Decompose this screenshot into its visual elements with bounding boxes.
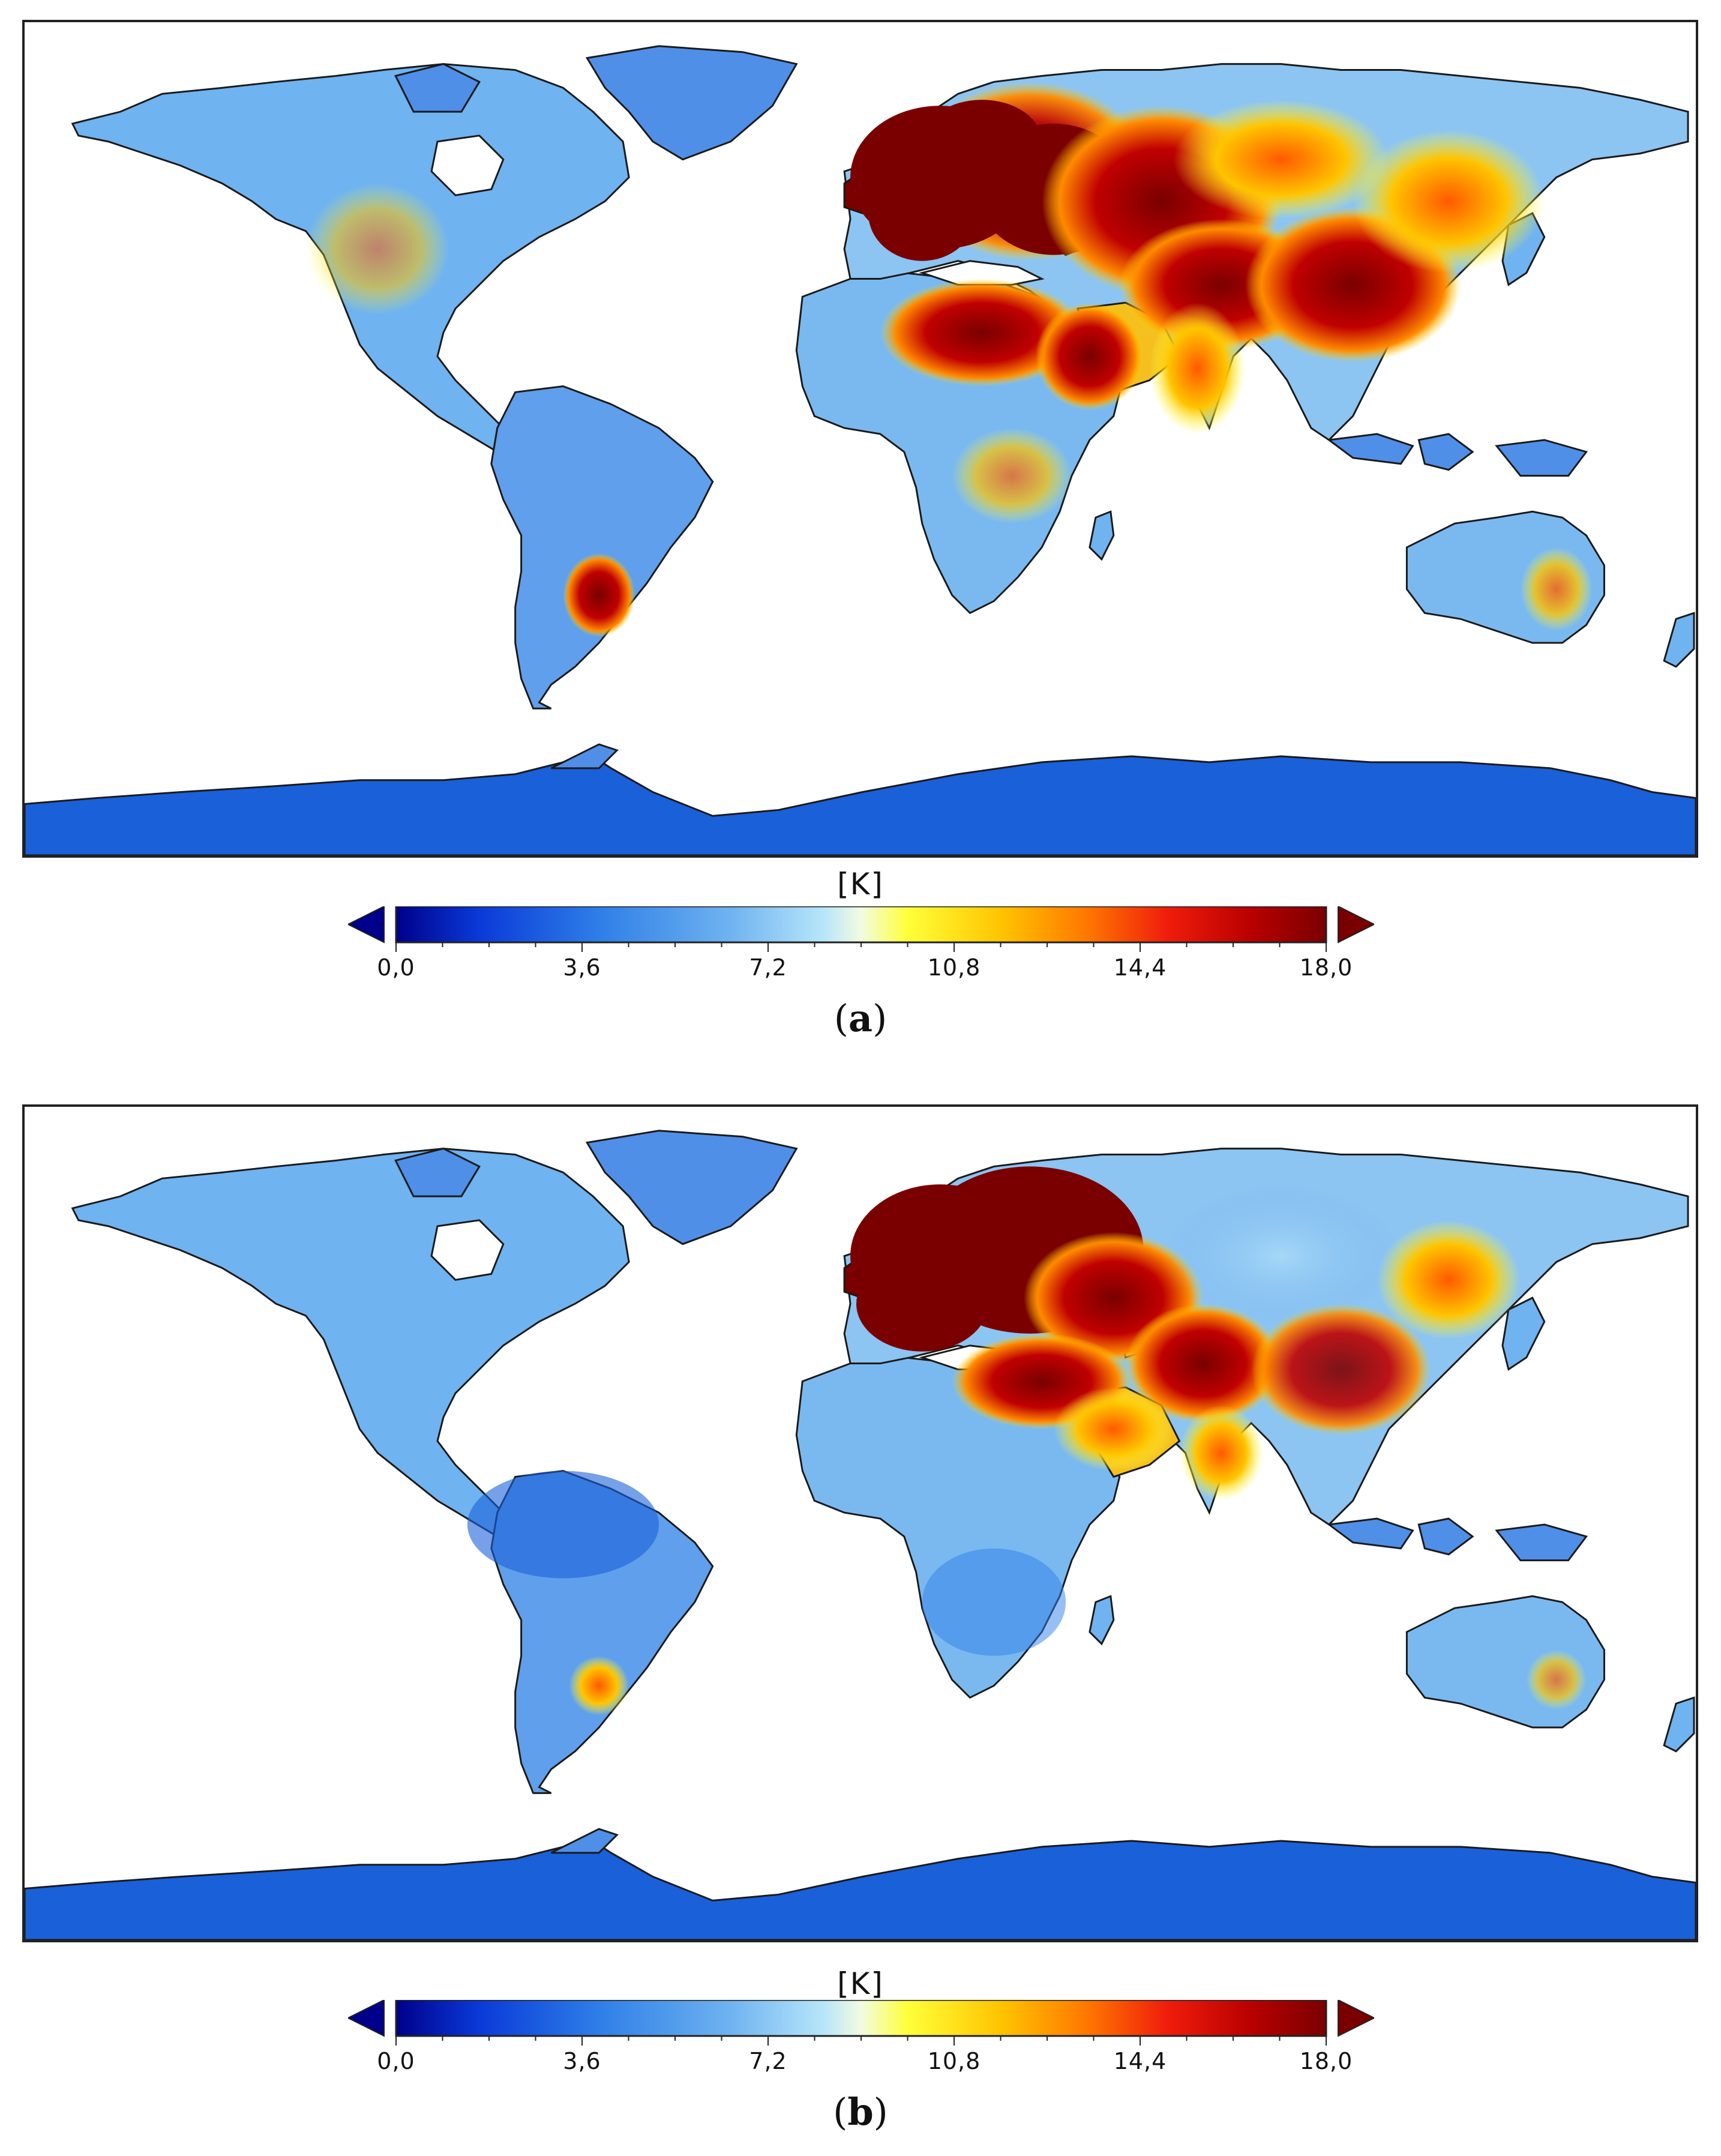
heat-overlay-a: [305, 82, 1593, 637]
tick-label: 10,8: [927, 954, 981, 981]
colorbar-unit-a: [K]: [837, 867, 884, 902]
map-frame-b: [22, 1104, 1698, 1942]
panel-a: [K] 0,0 3,6 7,2 10,8 14,4 18,0 (a): [0, 20, 1721, 1040]
world-map-b: [25, 1107, 1696, 1940]
caption-a: (a): [833, 996, 888, 1040]
colorbar-ticks-b: [395, 2036, 1327, 2046]
tick-label: 10,8: [927, 2048, 981, 2074]
colorbar-extend-high-arrow: [1338, 906, 1374, 944]
colorbar-ticks-a: [395, 942, 1327, 952]
colorbar-extend-low-arrow: [348, 2000, 385, 2037]
panel-b: [K] 0,0 3,6 7,2 10,8 14,4 18,0 (b): [0, 1100, 1721, 2156]
tick-label: 3,6: [563, 2048, 601, 2074]
tick-label: 0,0: [377, 954, 415, 981]
colorbar-gradient: [395, 906, 1327, 944]
colorbar-extend-high-arrow: [1338, 2000, 1374, 2037]
tick-label: 18,0: [1299, 954, 1353, 981]
colorbar-unit-b: [K]: [837, 1966, 884, 2001]
tick-label: 14,4: [1113, 2048, 1167, 2074]
heat-overlay-b: [467, 1166, 1587, 1716]
colorbar-a: [348, 906, 1374, 952]
caption-b: (b): [833, 2090, 888, 2134]
tick-label: 0,0: [377, 2048, 415, 2074]
colorbar-gradient: [395, 2000, 1327, 2037]
tick-label: 7,2: [749, 2048, 787, 2074]
colorbar-b: [348, 2000, 1374, 2046]
colorbar-extend-low-arrow: [348, 906, 385, 944]
colorbar-ticklabels-a: 0,0 3,6 7,2 10,8 14,4 18,0: [0, 954, 1721, 990]
colorbar-ticklabels-b: 0,0 3,6 7,2 10,8 14,4 18,0: [0, 2048, 1721, 2084]
world-map-a: [25, 22, 1696, 855]
tick-label: 3,6: [563, 954, 601, 981]
tick-label: 18,0: [1299, 2048, 1353, 2074]
tick-label: 7,2: [749, 954, 787, 981]
map-frame-a: [22, 20, 1698, 858]
tick-label: 14,4: [1113, 954, 1167, 981]
